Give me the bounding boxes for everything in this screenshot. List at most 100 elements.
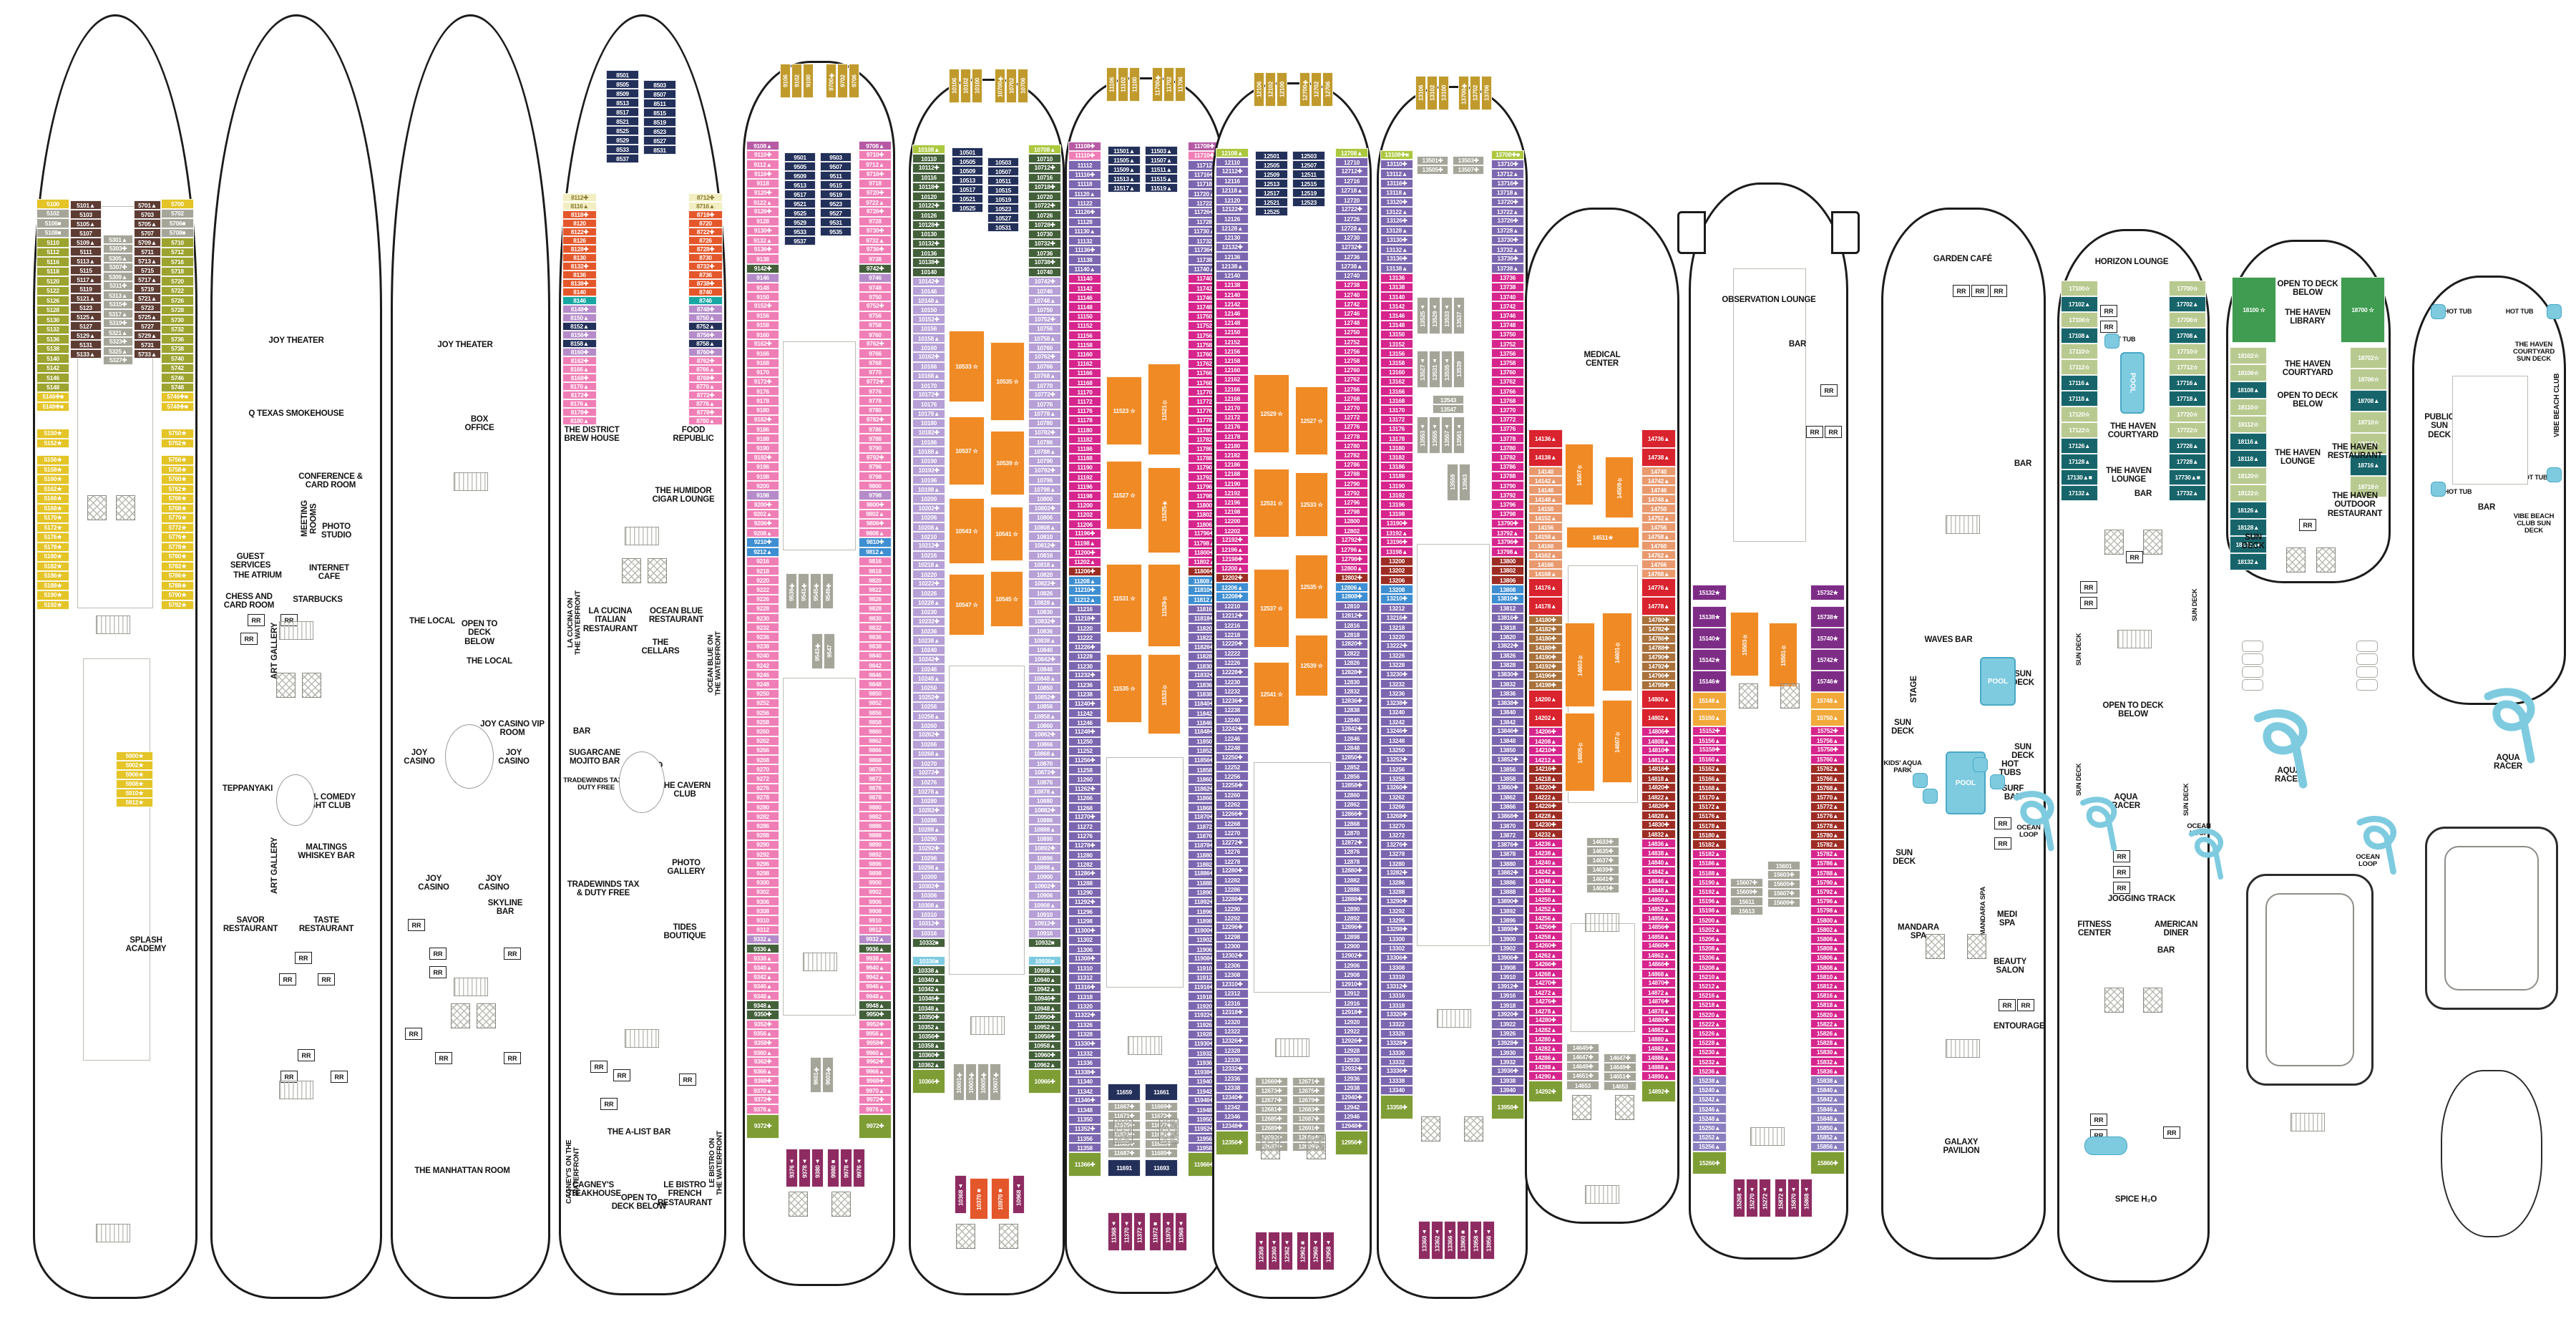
cabin-number: 14882▲ bbox=[1641, 1043, 1676, 1053]
cabin-number: 12541 ☆ bbox=[1254, 662, 1289, 726]
stairs-icon bbox=[454, 472, 488, 491]
elevator-icon bbox=[1421, 1116, 1440, 1141]
cabin-number: 12216 bbox=[1216, 620, 1249, 631]
cabin-number: 12796 bbox=[1335, 497, 1368, 507]
cabin-number: 13232 bbox=[1380, 679, 1413, 689]
cabin-number: 12266✚ bbox=[1216, 809, 1249, 819]
cabin-number: 15218▲ bbox=[1692, 1000, 1727, 1010]
cabin-number: 12260 bbox=[1216, 790, 1249, 800]
venue-label: LA CUCINA ITALIAN RESTAURANT bbox=[582, 607, 638, 633]
cabin-number: 8726 bbox=[688, 236, 723, 245]
cabin-number: 12782 bbox=[1335, 450, 1368, 460]
venue-label: GARDEN CAFÉ bbox=[1933, 255, 1993, 263]
venue-label: MANDARA SPA bbox=[1897, 923, 1939, 941]
venue-label: THE HAVEN COURTYARD SUN DECK bbox=[2512, 341, 2555, 364]
cabin-number: 13553▲ bbox=[1417, 417, 1428, 454]
cabin-number: 9278 bbox=[746, 792, 779, 802]
cabin-number: 10862✚ bbox=[1028, 730, 1061, 740]
venue-label: CAGNEY'S STEAKHOUSE bbox=[565, 1181, 621, 1199]
cabin-number: 12196 bbox=[1216, 497, 1249, 507]
venue-label: ENTOURAGE bbox=[1994, 1022, 2045, 1031]
cabin-number: 15740★ bbox=[1810, 628, 1845, 649]
venue-label: OCEAN BLUE ON THE WATERFRONT bbox=[707, 631, 723, 696]
cabin-number: 5190★ bbox=[36, 590, 69, 600]
cabin-number: 9820 bbox=[859, 575, 892, 585]
cabin-number: 10140 bbox=[912, 267, 945, 277]
cabin-number: 15756▲ bbox=[1810, 736, 1845, 746]
cabin-number: 10910 bbox=[1028, 910, 1061, 920]
cabin-number: 10605✚ bbox=[977, 1063, 989, 1101]
cabin-number: 11166 bbox=[1068, 368, 1101, 378]
cabin-number: 15270▲ bbox=[1746, 1179, 1758, 1217]
cabin-number: 12360▲ bbox=[1268, 1232, 1280, 1270]
cabin-number: 10511 bbox=[987, 176, 1019, 185]
cabin-number: 14150 bbox=[1528, 504, 1563, 513]
cabin-number: 13146 bbox=[1380, 311, 1413, 321]
cabin-number: 10810 bbox=[1028, 532, 1061, 542]
cabin-number: 15190▲ bbox=[1692, 877, 1727, 887]
cabin-number: 10262✚ bbox=[912, 730, 945, 740]
cabin-number: 12691✚ bbox=[1292, 1124, 1325, 1133]
venue-label: THE HAVEN RESTAURANT bbox=[2327, 443, 2383, 461]
cabin-number: 9116✚ bbox=[746, 169, 779, 179]
cabin-number: 9262 bbox=[746, 736, 779, 746]
cabin-number: 15732★ bbox=[1810, 585, 1845, 600]
cabin-number: 12300 bbox=[1216, 941, 1249, 951]
cabin-number: 18110☆ bbox=[2230, 399, 2267, 416]
cabin-number: 13126✚ bbox=[1380, 216, 1413, 226]
cabin-number: 15838▲ bbox=[1810, 1076, 1845, 1086]
cabin-number: 10866 bbox=[1028, 739, 1061, 749]
cabin-number: 13820 bbox=[1491, 632, 1524, 642]
cabin-number: 10778▲ bbox=[1028, 409, 1061, 419]
cabin-number: 13330 bbox=[1380, 1048, 1413, 1058]
cabin-number: 9110✚ bbox=[746, 150, 779, 160]
cabin-number: 14872▲ bbox=[1641, 988, 1676, 997]
cabin-number: 13136✚ bbox=[1380, 254, 1413, 264]
cabin-number: 11230 bbox=[1068, 661, 1101, 671]
cabin-number: 14216✚ bbox=[1528, 764, 1563, 774]
deck-plan-19: HOT TUB HOT TUB THE HAVEN COURTYARD SUN DE… bbox=[2412, 276, 2566, 1299]
cabin-number: 11521☆ bbox=[1148, 364, 1181, 455]
cabin-number: 14507☆ bbox=[1565, 444, 1594, 505]
cabin-number: 10942▲ bbox=[1028, 984, 1061, 994]
cabin-number: 13252✚ bbox=[1380, 754, 1413, 764]
cabin-number: 5142 bbox=[36, 363, 69, 373]
cabin-number: 17100☆ bbox=[2061, 281, 2098, 296]
cabin-number: 13563 bbox=[1459, 464, 1470, 501]
venue-label: PUBLIC SUN DECK bbox=[2424, 413, 2454, 439]
cabin-number: 10752✚ bbox=[1028, 314, 1061, 324]
cabin-number: 10822✚ bbox=[1028, 579, 1061, 589]
cabin-number: 11531 ☆ bbox=[1106, 564, 1142, 633]
cabin-number: 10539 ☆ bbox=[990, 431, 1025, 495]
cabin-number: 10308▲ bbox=[912, 900, 945, 910]
hot-tub-icon bbox=[1913, 773, 1928, 788]
cabin-number: 15856▲ bbox=[1810, 1141, 1845, 1152]
cabin-number: 9142✚ bbox=[746, 263, 779, 273]
cabin-number: 11212▲ bbox=[1068, 595, 1101, 605]
cabin-number: 12756 bbox=[1335, 346, 1368, 356]
cabin-number: 15503☆ bbox=[1730, 612, 1759, 676]
cabin-number: 9228 bbox=[746, 603, 779, 613]
venue-label: JOY CASINO VIP ROOM bbox=[480, 720, 545, 738]
cabin-number: 9260 bbox=[746, 726, 779, 736]
cabin-number: 9100 bbox=[803, 64, 814, 98]
cabin-number: 14511★ bbox=[1566, 527, 1639, 548]
cabin-number: 9300 bbox=[746, 877, 779, 887]
cabin-number: 5752★ bbox=[161, 438, 194, 448]
restroom-label: RR bbox=[613, 1069, 630, 1081]
stairs-icon bbox=[96, 615, 130, 634]
cabin-number: 9856 bbox=[859, 708, 892, 718]
cabin-number: 10200 bbox=[912, 494, 945, 504]
restroom-label: RR bbox=[1990, 285, 2007, 297]
cabin-number: 10226 bbox=[912, 588, 945, 598]
cabin-number: 13246✚ bbox=[1380, 726, 1413, 736]
cabin-number: 9130✚ bbox=[746, 225, 779, 235]
cabin-number: 13916 bbox=[1491, 990, 1524, 1001]
cabin-number: 9132▲ bbox=[746, 235, 779, 245]
cabin-number: 11202 bbox=[1068, 510, 1101, 520]
cabin-number: 17120☆ bbox=[2061, 407, 2098, 422]
cabin-number: 14262▲ bbox=[1528, 950, 1563, 960]
cabin-number: 13288 bbox=[1380, 887, 1413, 897]
cabin-number: 5748✚■ bbox=[161, 401, 194, 412]
cabin-number: 10890 bbox=[1028, 834, 1061, 844]
